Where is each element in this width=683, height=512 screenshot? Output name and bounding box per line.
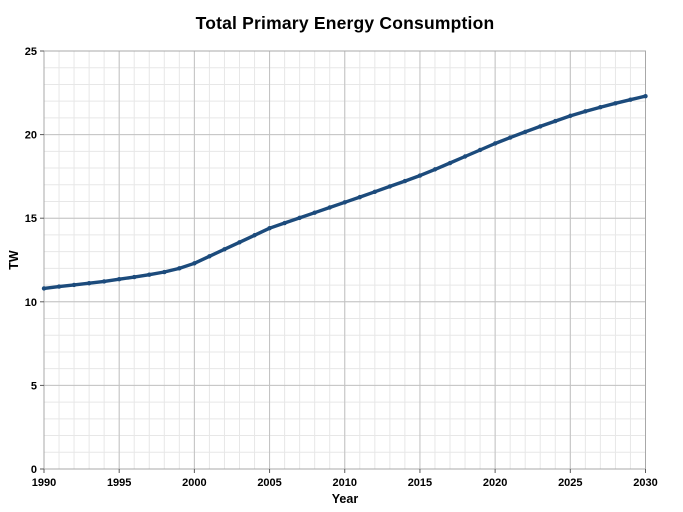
data-point	[252, 233, 257, 238]
data-point	[613, 101, 618, 106]
y-tick-label: 5	[31, 380, 37, 392]
x-tick-label: 2010	[333, 477, 357, 489]
x-tick-label: 1990	[32, 477, 56, 489]
data-point	[523, 129, 528, 135]
data-point	[312, 210, 317, 215]
data-point	[507, 135, 513, 140]
data-point	[447, 160, 453, 166]
data-point	[327, 205, 332, 210]
y-axis-label: TW	[7, 250, 21, 270]
data-point	[116, 277, 122, 282]
x-tick-label: 2005	[257, 477, 281, 489]
data-point	[147, 272, 152, 277]
data-point	[492, 141, 498, 146]
data-point	[432, 167, 438, 172]
data-point	[568, 113, 573, 119]
data-point	[357, 194, 362, 200]
y-tick-label: 10	[25, 297, 37, 309]
data-point	[628, 97, 633, 102]
data-point	[297, 215, 302, 221]
x-tick-label: 2030	[633, 477, 657, 489]
chart-title: Total Primary Energy Consumption	[195, 13, 495, 33]
y-tick-label: 15	[25, 213, 37, 225]
y-tick-label: 25	[25, 46, 37, 58]
data-point	[56, 284, 62, 289]
data-point	[583, 109, 588, 114]
data-point	[41, 286, 47, 291]
data-point	[417, 173, 423, 178]
x-tick-label: 2000	[182, 477, 206, 489]
data-point	[643, 93, 648, 99]
data-point	[132, 274, 137, 280]
data-point	[101, 279, 107, 284]
y-tick-label: 20	[25, 130, 37, 142]
data-point	[477, 147, 483, 153]
data-point	[207, 254, 212, 259]
data-point	[387, 184, 393, 189]
data-point	[402, 178, 408, 184]
data-point	[462, 154, 468, 159]
data-point	[267, 226, 272, 231]
data-point	[71, 282, 77, 288]
x-axis-label: Year	[331, 492, 359, 506]
data-point	[538, 124, 543, 129]
data-point	[342, 200, 347, 205]
data-point	[553, 118, 558, 124]
data-point	[177, 266, 182, 271]
x-tick-label: 1995	[107, 477, 131, 489]
data-point	[162, 269, 167, 275]
data-point	[282, 220, 287, 226]
data-point	[86, 281, 92, 286]
data-point	[222, 247, 227, 252]
data-point	[598, 104, 603, 110]
x-tick-label: 2025	[558, 477, 582, 489]
data-point	[237, 240, 242, 245]
data-point	[192, 261, 197, 266]
y-tick-label: 0	[31, 464, 37, 476]
data-point	[372, 189, 378, 194]
x-tick-label: 2020	[483, 477, 507, 489]
x-tick-label: 2015	[408, 477, 432, 489]
